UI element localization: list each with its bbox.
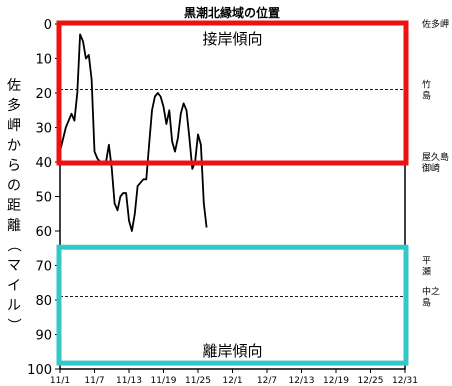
reference-label: 平瀬 [422,256,431,278]
reference-label: 中之島 [422,286,440,309]
x-tick-label: 12/25 [358,376,384,386]
chart-title: 黒潮北縁域の位置 [184,5,280,20]
y-axis-label-char: イ [7,278,21,294]
x-tick-label: 11/25 [185,376,211,386]
annotation-box [56,244,409,366]
x-tick-label: 11/7 [84,376,104,386]
y-tick-label: 100 [27,363,52,378]
annotation-label: 離岸傾向 [202,342,262,360]
y-tick-label: 50 [35,191,52,206]
x-ticks: 11/1 11/7 11/13 11/19 11/25 12/1 12/7 12/13 12/1… [50,369,418,386]
annotation-label: 接岸傾向 [202,30,262,48]
x-tick-label: 12/31 [392,376,418,386]
annotation-box [56,20,409,166]
x-tick-label: 11/1 [50,376,70,386]
y-axis-label-char: か [7,138,21,154]
y-axis-label-char: ） [5,318,21,332]
y-ticks: 0 10 20 30 40 50 60 70 80 90 100 [27,18,60,378]
series-line [59,33,208,232]
y-tick-label: 70 [35,260,52,275]
x-tick-label: 11/13 [116,376,142,386]
reference-label: 佐多岬 [422,18,449,30]
y-axis-label-char: ら [7,158,21,174]
y-axis-label-char: 距 [7,198,21,214]
y-axis-label-char: マ [7,258,21,274]
y-axis-label-char: ル [7,298,21,314]
y-tick-label: 30 [35,122,52,137]
x-tick-label: 12/19 [323,376,349,386]
y-axis-label-char: 岬 [7,118,21,134]
y-axis-label-char: （ [5,238,21,252]
x-tick-label: 12/13 [289,376,315,386]
x-tick-label: 12/1 [222,376,242,386]
y-axis-label-char: 多 [7,97,21,114]
y-tick-label: 20 [35,87,52,102]
x-tick-label: 11/19 [151,376,177,386]
y-axis-label-char: の [7,178,21,194]
y-axis-label-char: 佐 [7,78,21,94]
x-tick-label: 12/7 [257,376,277,386]
y-tick-label: 60 [35,225,52,240]
y-tick-label: 80 [35,294,52,309]
y-axis-label-char: 離 [7,217,21,234]
y-tick-label: 0 [44,18,52,33]
y-tick-label: 40 [35,156,52,171]
reference-label: 竹島 [422,79,431,102]
y-tick-label: 10 [35,53,52,68]
reference-label: 屋久島御崎 [422,151,449,174]
y-tick-label: 90 [35,329,52,344]
